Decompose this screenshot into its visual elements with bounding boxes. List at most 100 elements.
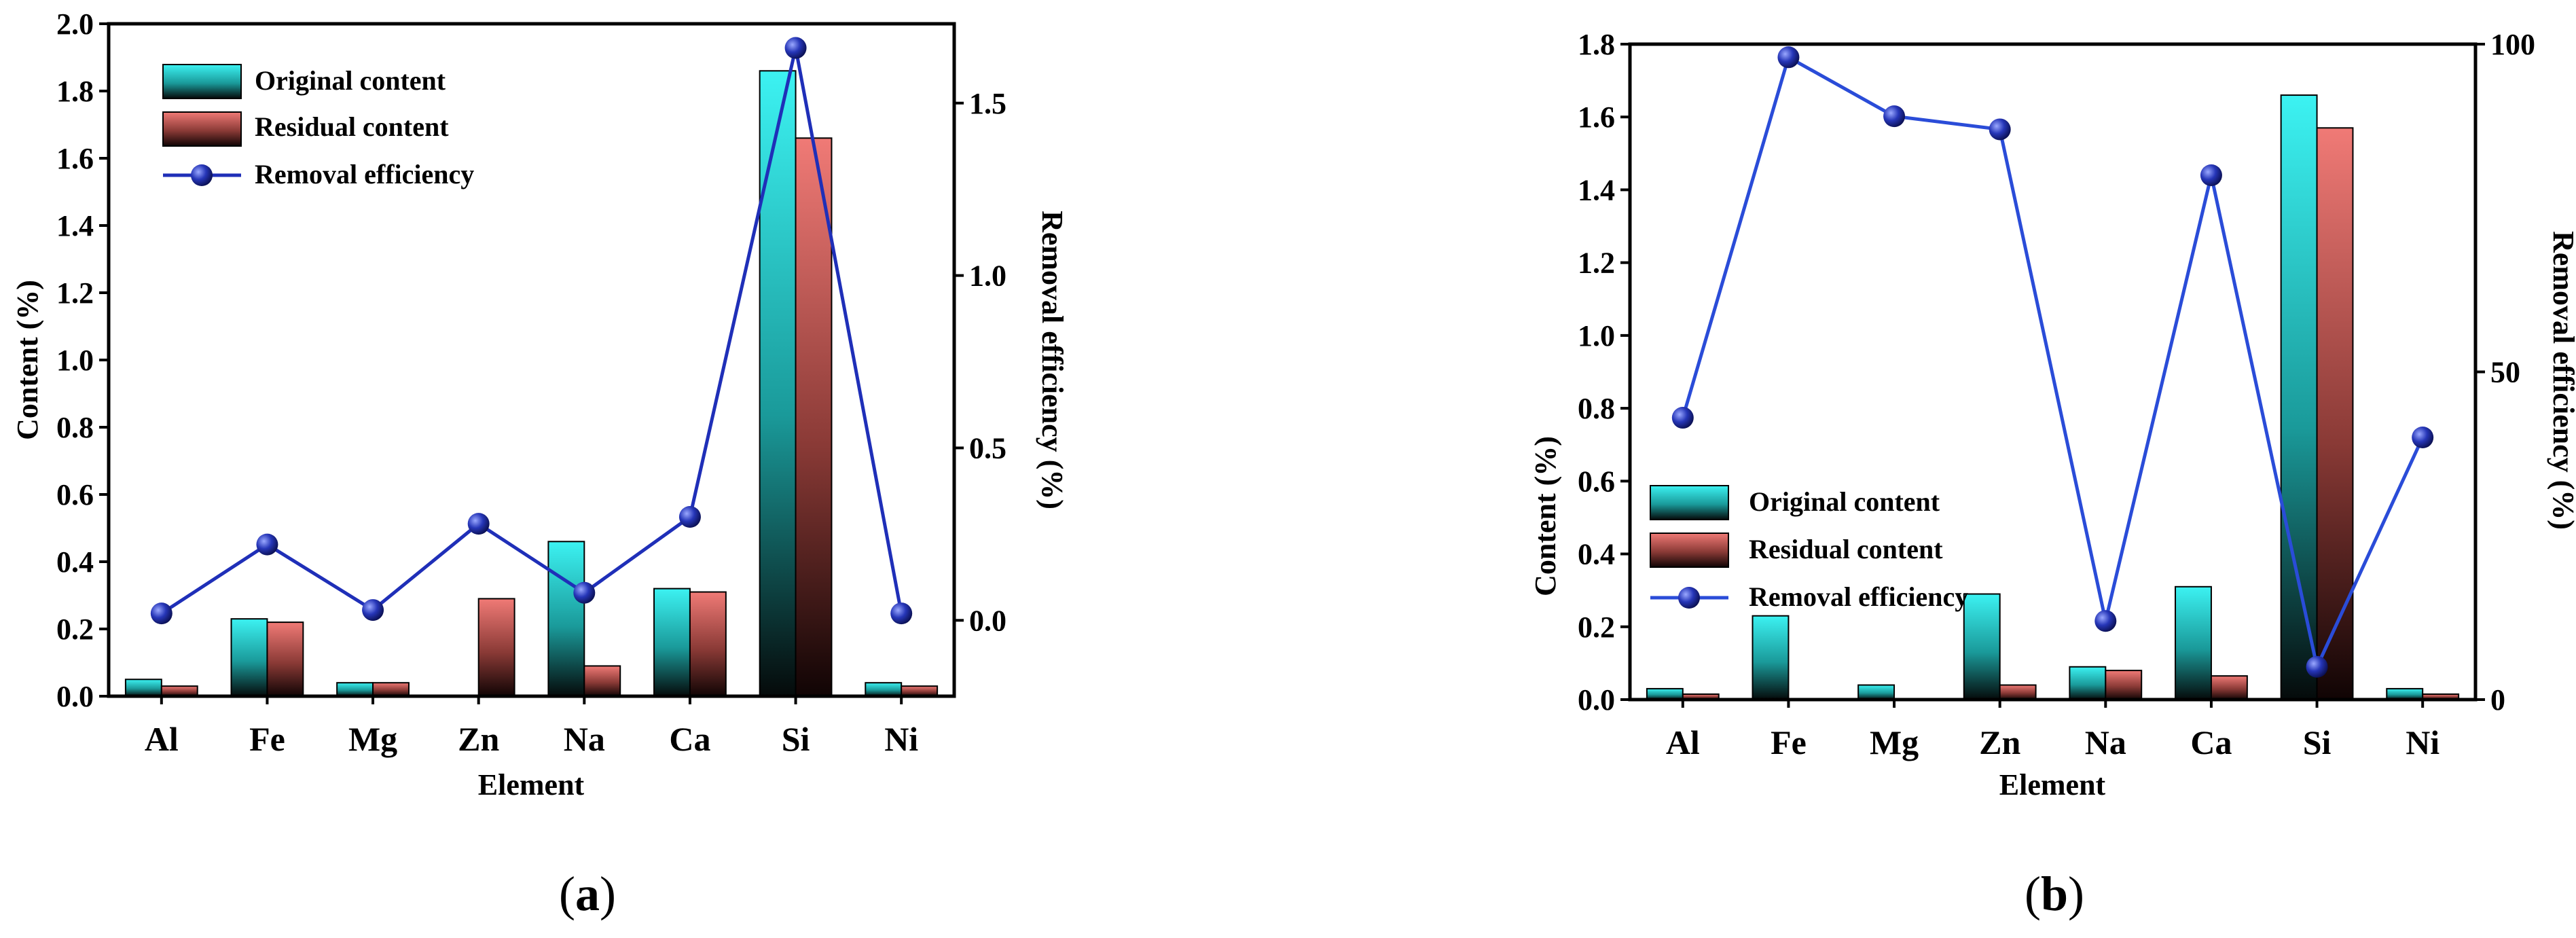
removal-point-al-a: [150, 602, 173, 625]
x-tick-label-na-a: Na: [564, 720, 605, 758]
removal-point-fe-a: [256, 533, 278, 556]
x-tick-label-mg-a: Mg: [348, 720, 397, 758]
x-tick-label-zn-b: Zn: [1979, 723, 2020, 761]
bar-original-ni-a: [865, 682, 903, 698]
y-tick-label-a: 1.8: [56, 75, 94, 108]
y-tick-label-a: 0.4: [56, 545, 94, 579]
legend-b: Original content Residual content Remova…: [1650, 485, 1968, 612]
panel-label-a: (a): [559, 867, 616, 921]
y-tick-label-b: 0.2: [1578, 611, 1615, 644]
bars-b: [1646, 94, 2460, 701]
bar-residual-si-a: [795, 137, 833, 698]
y2-tick-label-a: 1.5: [969, 87, 1006, 120]
removal-point-ni-b: [2412, 427, 2434, 448]
y2-ticks-b: 0 50 100: [2475, 28, 2535, 717]
removal-point-ca-a: [678, 506, 701, 528]
legend-label-original-a: Original content: [255, 65, 446, 96]
bar-original-na-b: [2069, 666, 2107, 700]
removal-efficiency-line-b: [1681, 54, 2425, 672]
y-tick-label-a: 0.0: [56, 680, 94, 713]
y-tick-label-b: 0.8: [1578, 392, 1615, 425]
legend-label-removal-a: Removal efficiency: [255, 159, 474, 190]
bar-residual-na-b: [2105, 670, 2143, 700]
x-tick-label-al-b: Al: [1666, 723, 1700, 761]
y-tick-label-b: 1.8: [1578, 28, 1615, 61]
removal-point-zn-a: [467, 513, 490, 535]
y-tick-label-b: 0.4: [1578, 538, 1615, 571]
bar-residual-ca-a: [689, 591, 727, 697]
bar-original-mg-b: [1857, 684, 1895, 700]
bar-original-al-a: [124, 679, 162, 697]
y-tick-label-a: 1.6: [56, 142, 94, 175]
y-tick-label-b: 1.0: [1578, 319, 1615, 353]
x-ticks-b: Al Fe Mg Zn Na Ca Si Ni: [1666, 700, 2439, 761]
bar-original-zn-b: [1963, 593, 2001, 700]
y2-tick-label-b: 0: [2490, 683, 2505, 717]
x-tick-label-mg-b: Mg: [1870, 723, 1919, 761]
bar-original-fe-a: [230, 618, 268, 698]
bar-original-ca-b: [2175, 585, 2212, 700]
y2-tick-label-a: 1.0: [969, 259, 1006, 293]
legend-label-residual-b: Residual content: [1749, 534, 1943, 564]
legend-marker-b: [1678, 587, 1700, 609]
legend-swatch-residual-a: [162, 111, 242, 147]
y2-tick-label-a: 0.5: [969, 431, 1006, 465]
removal-point-ca-b: [2200, 164, 2222, 186]
legend-label-residual-a: Residual content: [255, 111, 449, 142]
removal-line-b: [1671, 46, 2434, 678]
bar-original-si-a: [759, 70, 797, 698]
y-tick-label-a: 1.4: [56, 209, 94, 242]
chart-b: 0.0 0.2 0.4 0.6 0.8 1.0 1.2 1.4 1.6 1.8 0 50 100 Al…: [1529, 28, 2576, 921]
y-tick-label-a: 1.2: [56, 276, 94, 310]
x-ticks-a: Al Fe Mg Zn Na Ca Si Ni: [145, 696, 918, 758]
bar-residual-si-b: [2316, 127, 2354, 701]
removal-point-si-a: [784, 37, 807, 59]
y2-axis-label-a: Removal efficiency (%): [1036, 211, 1069, 509]
chart-a: 0.0 0.2 0.4 0.6 0.8 1.0 1.2 1.4 1.6 1.8 2.0 0.0 0.5…: [11, 7, 1069, 921]
y-tick-label-b: 1.2: [1578, 247, 1615, 280]
legend-label-original-b: Original content: [1749, 486, 1940, 517]
y2-tick-label-a: 0.0: [969, 604, 1006, 637]
x-tick-label-ca-a: Ca: [669, 720, 710, 758]
y-tick-label-a: 0.2: [56, 613, 94, 646]
removal-point-mg-a: [362, 599, 384, 621]
y-tick-label-b: 0.6: [1578, 465, 1615, 498]
removal-line-a: [150, 37, 913, 625]
x-tick-label-ni-a: Ni: [884, 720, 918, 758]
x-tick-label-ni-b: Ni: [2406, 723, 2439, 761]
removal-point-al-b: [1671, 407, 1694, 429]
bar-original-si-b: [2280, 94, 2318, 701]
y2-axis-label-b: Removal efficiency (%): [2547, 231, 2576, 530]
bar-residual-zn-b: [1999, 684, 2037, 700]
x-tick-label-fe-a: Fe: [249, 720, 285, 758]
removal-efficiency-line-a: [160, 47, 903, 615]
removal-point-fe-b: [1777, 46, 1800, 69]
y-axis-label-a: Content (%): [11, 280, 44, 440]
bar-residual-ca-b: [2210, 675, 2248, 700]
y2-tick-label-b: 50: [2490, 356, 2520, 389]
y-ticks-b: 0.0 0.2 0.4 0.6 0.8 1.0 1.2 1.4 1.6 1.8: [1578, 28, 1630, 717]
bar-original-ca-a: [653, 588, 691, 697]
x-tick-label-zn-a: Zn: [458, 720, 499, 758]
bar-original-mg-a: [336, 682, 374, 698]
x-tick-label-si-b: Si: [2303, 723, 2332, 761]
x-axis-label-b: Element: [1999, 768, 2106, 801]
legend-swatch-original-b: [1650, 485, 1729, 520]
x-tick-label-fe-b: Fe: [1771, 723, 1807, 761]
legend-swatch-residual-b: [1650, 533, 1729, 568]
x-tick-label-na-b: Na: [2085, 723, 2126, 761]
bar-residual-mg-a: [372, 682, 410, 698]
y-tick-label-b: 1.4: [1578, 173, 1615, 206]
removal-point-na-b: [2094, 610, 2117, 632]
y-tick-label-a: 1.0: [56, 344, 94, 377]
removal-point-zn-b: [1989, 118, 2011, 141]
bars-a: [124, 70, 939, 698]
y-tick-label-b: 0.0: [1578, 683, 1615, 717]
bar-residual-na-a: [583, 665, 621, 698]
legend-a: Original content Residual content Remova…: [162, 64, 474, 190]
y-axis-label-b: Content (%): [1529, 436, 1562, 596]
x-axis-label-a: Element: [478, 768, 585, 801]
legend-marker-a: [191, 164, 213, 186]
y-ticks-a: 0.0 0.2 0.4 0.6 0.8 1.0 1.2 1.4 1.6 1.8 2.0: [56, 7, 109, 713]
y-tick-label-b: 1.6: [1578, 101, 1615, 134]
